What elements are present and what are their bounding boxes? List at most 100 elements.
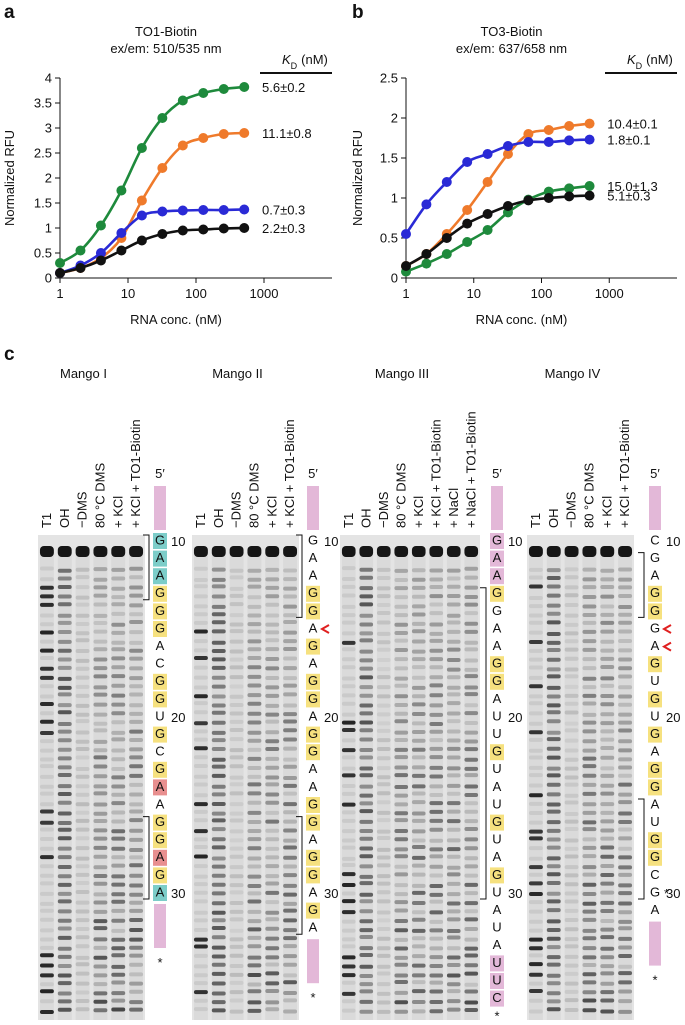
nucleotide-highlight — [306, 814, 320, 831]
gel-band — [600, 648, 615, 653]
gel-band — [193, 764, 208, 769]
data-point — [482, 225, 493, 235]
gel-band — [359, 602, 374, 607]
gel-band — [39, 577, 54, 582]
gel-band — [57, 874, 72, 879]
gel-band — [546, 746, 561, 751]
data-point — [482, 177, 493, 187]
gel-band — [546, 1007, 561, 1012]
gel-band — [93, 748, 108, 753]
gel-band — [376, 611, 391, 616]
gel-band — [75, 774, 90, 779]
gel-band — [618, 638, 633, 643]
five-prime-label: 5′ — [308, 466, 318, 481]
nucleotide: A — [309, 708, 318, 723]
gel-band — [582, 629, 597, 634]
lane-label: + KCl + TO1-Biotin — [282, 419, 297, 528]
gel-band — [93, 764, 108, 769]
gel-band — [229, 764, 244, 769]
gel-band — [582, 782, 597, 787]
gel-band — [265, 739, 280, 744]
gel-band — [75, 631, 90, 636]
gel-band — [111, 892, 126, 897]
gel-band — [93, 755, 108, 760]
gel-band — [193, 1007, 208, 1012]
gel-band — [341, 766, 356, 771]
gel-band — [265, 577, 280, 582]
gel-band — [283, 791, 298, 796]
gel-band — [528, 829, 543, 834]
data-point — [136, 210, 147, 221]
gel-band — [376, 594, 391, 599]
gel-band — [93, 999, 108, 1004]
gel-band — [464, 917, 479, 922]
nucleotide-highlight — [153, 550, 167, 567]
gel-band — [376, 658, 391, 663]
gel-band — [283, 719, 298, 724]
end-mark: * — [310, 990, 315, 1005]
x-tick-label: 100 — [185, 286, 207, 301]
gel-band — [411, 694, 426, 699]
legend-entry: 5.6±0.2 — [262, 80, 305, 95]
nucleotide-highlight — [153, 814, 167, 831]
gel-band — [359, 586, 374, 591]
gel-band — [464, 856, 479, 861]
gel-band — [429, 712, 444, 717]
gel-band — [75, 944, 90, 949]
cleavage-arrow — [661, 641, 672, 652]
gel-band — [75, 971, 90, 976]
gel-band — [394, 730, 409, 735]
gel-band — [93, 881, 108, 886]
gel-band — [193, 710, 208, 715]
lane-label: + KCl + TO1-Biotin — [617, 419, 632, 528]
gel-band — [265, 666, 280, 671]
gel-band — [429, 793, 444, 798]
gel-band — [129, 719, 144, 724]
gel-band — [341, 693, 356, 698]
data-point — [441, 233, 452, 243]
gel-band — [211, 577, 226, 582]
gel-band — [464, 585, 479, 590]
gel-band — [376, 1000, 391, 1005]
gel-band — [111, 829, 126, 834]
gel-well — [618, 546, 633, 557]
nucleotide-highlight — [648, 603, 662, 620]
gel-band — [283, 737, 298, 742]
gel-band — [582, 990, 597, 995]
gel-band — [582, 854, 597, 859]
nucleotide-highlight — [306, 603, 320, 620]
gel-band — [528, 846, 543, 851]
gel-band — [528, 836, 543, 841]
data-point — [421, 199, 432, 210]
gel-band — [283, 594, 298, 599]
gel-band — [429, 631, 444, 636]
nucleotide: A — [493, 550, 502, 565]
data-point — [75, 245, 86, 256]
gel-band — [411, 838, 426, 843]
gel-band — [57, 918, 72, 923]
gel-band — [265, 962, 280, 967]
gel-band — [546, 991, 561, 996]
gel-band — [247, 701, 262, 706]
y-tick-label: 1.5 — [34, 196, 52, 211]
gel-band — [411, 712, 426, 717]
gel-band — [618, 846, 633, 851]
gel-band — [564, 954, 579, 959]
gel-band — [600, 746, 615, 751]
gel-band — [376, 991, 391, 996]
gel-band — [211, 856, 226, 861]
gel-band — [376, 775, 391, 780]
gel-band — [265, 1000, 280, 1005]
gel-band — [193, 998, 208, 1003]
gel-band — [57, 665, 72, 670]
nucleotide-highlight — [306, 849, 320, 866]
gel-band — [283, 819, 298, 824]
gel-band — [193, 729, 208, 734]
data-point — [502, 149, 513, 159]
gel-band — [446, 881, 461, 886]
gel-band — [193, 685, 208, 690]
gel-band — [564, 838, 579, 843]
gel-band — [528, 604, 543, 609]
gel-band — [111, 953, 126, 958]
gel-band — [75, 719, 90, 724]
